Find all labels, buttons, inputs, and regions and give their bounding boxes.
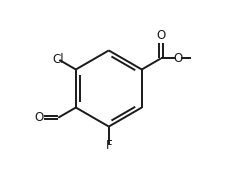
Text: F: F [105, 139, 112, 152]
Text: O: O [156, 29, 165, 42]
Text: Cl: Cl [53, 53, 64, 66]
Text: O: O [172, 52, 182, 65]
Text: O: O [34, 111, 43, 124]
